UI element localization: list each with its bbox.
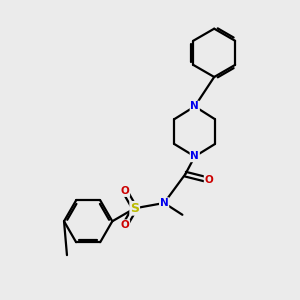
Text: N: N <box>160 198 169 208</box>
Text: O: O <box>121 220 129 230</box>
Text: O: O <box>121 186 129 196</box>
Text: O: O <box>205 175 213 185</box>
Text: N: N <box>190 101 199 111</box>
Text: S: S <box>130 202 139 215</box>
Text: N: N <box>190 152 199 161</box>
